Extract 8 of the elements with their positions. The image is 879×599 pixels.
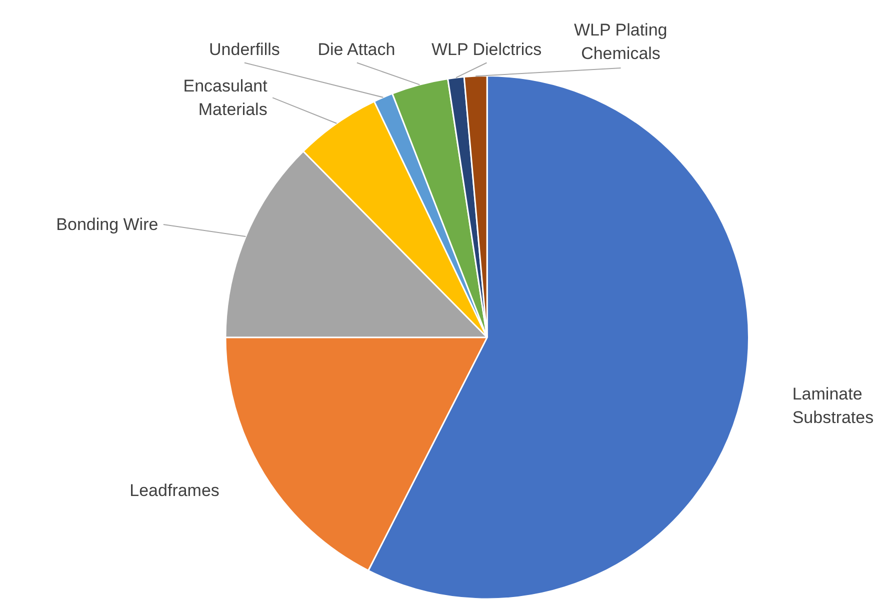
- slice-label: Underfills: [209, 40, 280, 60]
- slice-label: Encasulant Materials: [183, 76, 268, 120]
- slice-label: WLP Dielctrics: [431, 40, 542, 60]
- slice-label: WLP Plating Chemicals: [574, 20, 668, 64]
- slice-label: Laminate Substrates: [792, 384, 874, 428]
- slice-label: Leadframes: [130, 480, 220, 500]
- slice-label: Bonding Wire: [56, 214, 158, 234]
- slice-label: Die Attach: [318, 40, 396, 60]
